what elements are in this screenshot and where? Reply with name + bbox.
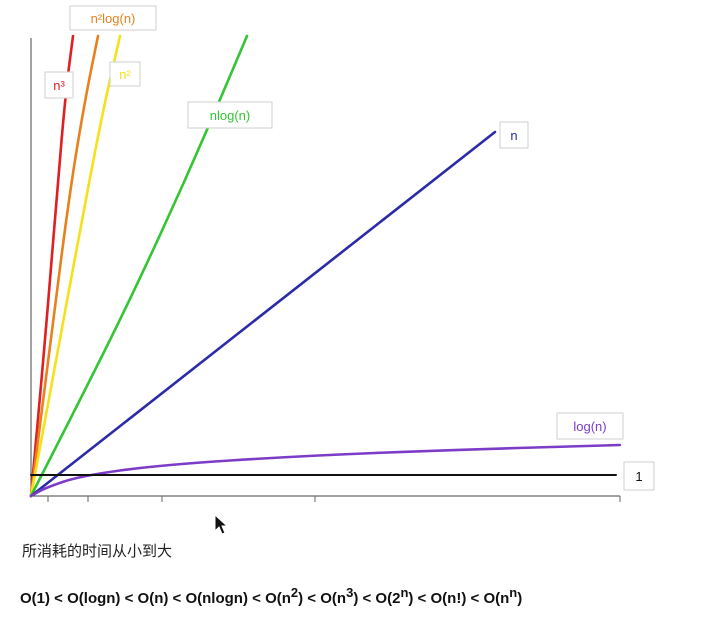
order-separator: < <box>303 590 321 607</box>
order-separator: < <box>247 590 266 607</box>
order-term: O(n2) <box>265 585 304 607</box>
legend-label-text: nlog(n) <box>210 108 250 123</box>
legend-label-box <box>69 5 157 31</box>
axes <box>30 38 621 502</box>
mouse-cursor-icon <box>214 514 228 535</box>
legend-label-text: n² <box>119 67 131 82</box>
series-line-n3 <box>29 34 75 498</box>
order-term: O(1) <box>20 590 50 607</box>
order-term: O(n) <box>137 590 169 607</box>
series-line-n <box>29 130 497 498</box>
order-term: O(logn) <box>67 590 121 607</box>
order-term: O(nlogn) <box>185 590 248 607</box>
order-separator: < <box>358 590 376 607</box>
order-term: O(n3) <box>320 585 359 607</box>
order-term: O(nn) <box>483 585 523 607</box>
legend-label-box <box>187 101 273 129</box>
legend-label-text: n <box>510 128 517 143</box>
order-separator: < <box>413 590 431 607</box>
legend-label-text: n²log(n) <box>91 11 136 26</box>
legend-label-text: 1 <box>635 469 642 484</box>
curves <box>29 34 622 498</box>
series-line-n2logn <box>29 34 100 498</box>
order-separator: < <box>168 590 186 607</box>
complexity-order: O(1) < O(logn) < O(n) < O(nlogn) < O(n2)… <box>20 585 522 607</box>
legend-label-n: n <box>499 121 529 149</box>
legend-label-text: n³ <box>53 78 65 93</box>
order-separator: < <box>466 590 484 607</box>
series-line-logn <box>29 443 622 498</box>
legend-label-n2: n² <box>109 61 141 87</box>
legend-label-box <box>44 71 74 99</box>
order-term: O(n!) <box>430 590 467 607</box>
legend-label-n3: n³ <box>44 71 74 99</box>
legend-label-box <box>499 121 529 149</box>
legend-label-text: log(n) <box>573 419 606 434</box>
order-separator: < <box>50 590 68 607</box>
legend-label-nlogn: nlog(n) <box>187 101 273 129</box>
caption: 所消耗的时间从小到大 <box>22 542 173 560</box>
legend-label-1: 1 <box>623 461 655 491</box>
series-line-n2 <box>29 34 122 498</box>
legend-label-box <box>109 61 141 87</box>
legend-label-box <box>556 412 624 440</box>
legend-label-logn: log(n) <box>556 412 624 440</box>
legend-label-box <box>623 461 655 491</box>
order-separator: < <box>120 590 138 607</box>
legend-label-n2logn: n²log(n) <box>69 5 157 31</box>
order-term: O(2n) <box>375 585 414 607</box>
